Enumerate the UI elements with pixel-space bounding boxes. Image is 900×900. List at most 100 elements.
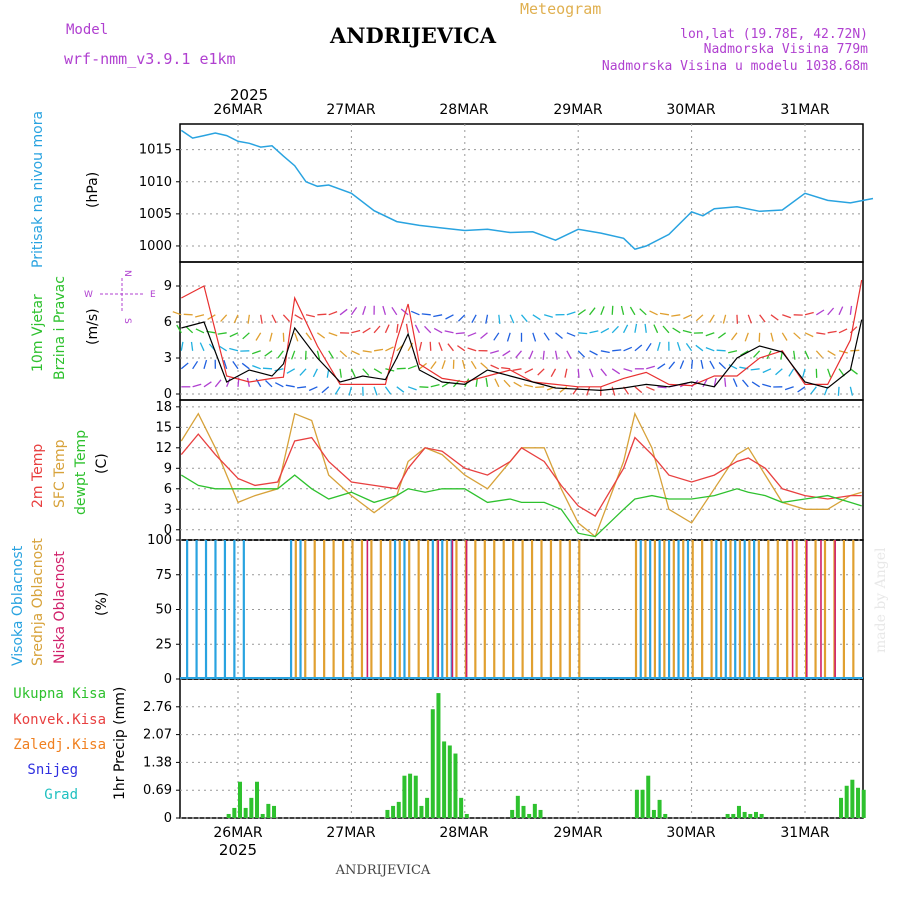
- wind-arrow: [629, 306, 636, 316]
- wind-arrow: [578, 332, 588, 335]
- wind-arrow: [485, 314, 489, 324]
- high-cloud-bar: [441, 540, 444, 679]
- precip-bar: [391, 805, 396, 818]
- bottom-day-4: 30MAR: [666, 825, 715, 841]
- precip-tick-label: 0: [164, 811, 172, 826]
- top-day-5: 31MAR: [780, 102, 829, 118]
- compass-n: N: [122, 270, 132, 277]
- wind-arrow: [646, 365, 655, 370]
- wind-arrow: [718, 362, 727, 370]
- wind-arrow: [308, 386, 318, 392]
- wind-arrow: [328, 332, 338, 337]
- wind-arrow: [185, 326, 194, 334]
- temp-tick-label: 3: [164, 502, 172, 517]
- mid-cloud-bar: [474, 540, 477, 679]
- wind-plot: [172, 279, 863, 396]
- mid-cloud-bar: [568, 540, 571, 679]
- wind-arrow: [400, 308, 409, 316]
- wind-arrow: [751, 381, 760, 388]
- mid-cloud-bar: [729, 540, 732, 679]
- mid-cloud-bar: [360, 540, 364, 679]
- precip-bar: [634, 789, 639, 818]
- top-day-4: 30MAR: [666, 102, 715, 118]
- mid-cloud-bar: [427, 540, 430, 679]
- wind-arrow: [385, 368, 395, 372]
- wind-arrow: [586, 386, 591, 396]
- wind-arrow: [218, 345, 228, 352]
- precip-bar: [646, 775, 651, 818]
- mid-cloud-bar: [304, 540, 307, 679]
- low-cloud-bar: [437, 540, 440, 679]
- wind-arrow: [524, 368, 534, 374]
- wind-arrow: [467, 332, 477, 337]
- wind-arrow: [503, 379, 511, 388]
- wind-arrow: [713, 377, 717, 387]
- wind-arrow: [600, 350, 610, 354]
- wind-arrow: [559, 386, 568, 393]
- wind-arrow: [373, 348, 384, 352]
- wind-arrow: [804, 311, 814, 316]
- wind-arrow: [180, 341, 184, 351]
- wind-arrow: [744, 332, 749, 342]
- wind-arrow: [294, 332, 299, 342]
- app-title: Meteogram: [520, 0, 601, 18]
- wind-arrow: [656, 341, 661, 351]
- wind-arrow: [722, 314, 727, 324]
- low-cloud-bar: [451, 540, 454, 679]
- wind-tick-label: 6: [164, 315, 172, 330]
- temp-tick-label: 15: [155, 420, 172, 435]
- wind-arrow: [312, 368, 318, 378]
- station-title: ANDRIJEVICA: [329, 23, 497, 48]
- precip-bar: [839, 797, 844, 818]
- wind-arrow: [316, 332, 326, 339]
- mid-cloud-bar: [748, 540, 751, 679]
- wind-arrow: [600, 327, 610, 334]
- high-cloud-bar: [204, 540, 208, 679]
- precip-bar: [640, 789, 645, 818]
- wind-arrow: [589, 350, 598, 356]
- temp-tick-label: 6: [164, 482, 172, 497]
- wind-arrow: [695, 314, 704, 322]
- wind-arrow: [246, 377, 250, 387]
- precip-bar: [396, 801, 401, 818]
- wind-arrow: [802, 368, 806, 378]
- high-cloud-bar: [223, 540, 227, 679]
- wind-arrow: [433, 314, 443, 318]
- wind-arrow: [657, 386, 667, 389]
- wind-arrow: [274, 368, 284, 372]
- wind-arrow: [405, 323, 409, 333]
- mid-cloud-bar: [776, 540, 779, 679]
- wind-arrow: [724, 377, 727, 387]
- wind-arrow: [467, 347, 477, 352]
- wind-arrow: [414, 324, 421, 334]
- wind-arrow: [362, 368, 370, 376]
- high-cloud-bar: [195, 540, 198, 679]
- wind-arrow: [384, 386, 392, 395]
- wind-arrow: [418, 341, 423, 351]
- wind-arrow: [362, 350, 372, 353]
- wind-arrow: [252, 364, 261, 370]
- wind-arrow: [555, 332, 563, 340]
- mid-cloud-bar: [493, 540, 496, 679]
- wind-arrow: [770, 314, 779, 321]
- wind-arrow: [717, 332, 727, 339]
- altitude-text: Nadmorska Visina 779m: [704, 42, 869, 57]
- precip-frame: [179, 678, 864, 819]
- cloud-label-1: Visoka Oblacnost: [10, 545, 26, 666]
- wind-arrow: [214, 379, 222, 388]
- mid-cloud-bar: [483, 540, 486, 679]
- wind-arrow: [294, 314, 303, 320]
- legend-snow: Snijeg: [27, 762, 78, 778]
- signature: made by Angel: [873, 547, 889, 653]
- wind-arrow: [657, 363, 666, 370]
- mid-cloud-bar: [672, 540, 675, 679]
- model-label: Model: [66, 22, 108, 38]
- wind-arrow: [793, 350, 796, 360]
- precip-bar: [742, 811, 747, 818]
- wind-arrow: [543, 314, 553, 318]
- precip-bar: [402, 775, 407, 818]
- wind-arrow: [277, 350, 284, 359]
- top-day-1: 27MAR: [326, 102, 375, 118]
- precip-bar: [255, 781, 260, 818]
- wind-arrow: [762, 368, 772, 374]
